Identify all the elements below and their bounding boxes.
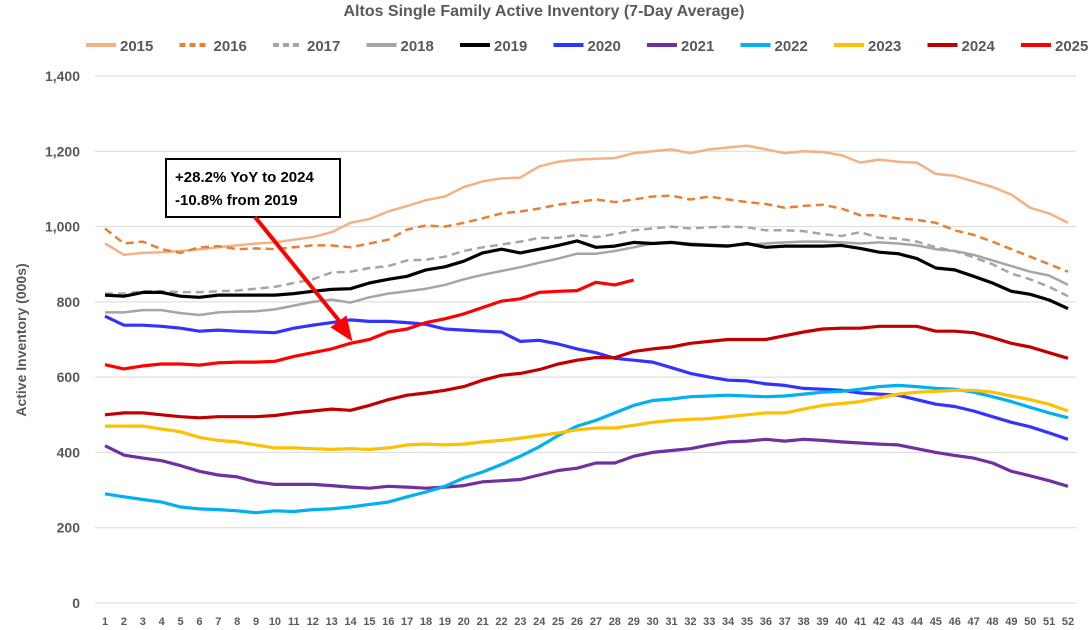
legend: 2015 2016 2017 2018 2019 2020 2021 2022 2023 2024… bbox=[86, 38, 1088, 55]
y-tick-label: 1,200 bbox=[45, 143, 80, 159]
annotation: +28.2% YoY to 2024 -10.8% from 2019 bbox=[165, 158, 353, 342]
legend-label-2018: 2018 bbox=[401, 38, 434, 55]
series-line-2018 bbox=[105, 240, 1069, 317]
series-line-2025 bbox=[104, 278, 635, 371]
series-line-2020 bbox=[104, 314, 1069, 441]
x-tick-label: 28 bbox=[609, 616, 621, 628]
x-tick-label: 51 bbox=[1043, 616, 1055, 628]
x-tick-label: 50 bbox=[1024, 616, 1036, 628]
x-tick-label: 46 bbox=[949, 616, 961, 628]
x-tick-label: 45 bbox=[930, 616, 942, 628]
x-tick-label: 18 bbox=[420, 616, 432, 628]
y-tick-label: 1,000 bbox=[45, 219, 80, 235]
x-tick-label: 36 bbox=[760, 616, 772, 628]
x-tick-label: 24 bbox=[533, 616, 546, 628]
arrow-shaft bbox=[253, 215, 347, 329]
x-tick-label: 13 bbox=[325, 616, 337, 628]
annotation-arrow bbox=[253, 215, 353, 342]
x-tick-label: 5 bbox=[177, 616, 183, 628]
x-tick-label: 10 bbox=[269, 616, 281, 628]
x-tick-label: 44 bbox=[911, 616, 924, 628]
legend-label-2022: 2022 bbox=[775, 38, 808, 55]
x-tick-label: 52 bbox=[1062, 616, 1074, 628]
x-axis: 1 2 3 4 5 6 7 8 9 10 11 12 13 14 15 16 17 18 19 20 21 22 23 24 2… bbox=[102, 616, 1074, 628]
x-tick-label: 4 bbox=[159, 616, 166, 628]
x-tick-label: 9 bbox=[253, 616, 259, 628]
x-tick-label: 42 bbox=[873, 616, 885, 628]
x-tick-label: 21 bbox=[477, 616, 489, 628]
x-tick-label: 37 bbox=[779, 616, 791, 628]
arrow-head bbox=[330, 315, 353, 342]
series-line-2016 bbox=[104, 194, 1069, 273]
x-tick-label: 31 bbox=[665, 616, 677, 628]
x-tick-label: 30 bbox=[646, 616, 658, 628]
x-tick-label: 22 bbox=[495, 616, 507, 628]
x-tick-label: 32 bbox=[684, 616, 696, 628]
x-tick-label: 29 bbox=[628, 616, 640, 628]
x-tick-label: 40 bbox=[835, 616, 847, 628]
x-tick-label: 16 bbox=[382, 616, 394, 628]
x-tick-label: 41 bbox=[854, 616, 866, 628]
legend-label-2021: 2021 bbox=[681, 38, 714, 55]
x-tick-label: 25 bbox=[552, 616, 564, 628]
legend-label-2025: 2025 bbox=[1055, 38, 1088, 55]
x-tick-label: 34 bbox=[722, 616, 735, 628]
x-tick-label: 26 bbox=[571, 616, 583, 628]
x-tick-label: 17 bbox=[401, 616, 413, 628]
gridlines bbox=[95, 75, 1076, 604]
x-tick-label: 48 bbox=[986, 616, 998, 628]
x-tick-label: 38 bbox=[798, 616, 810, 628]
y-tick-label: 400 bbox=[57, 444, 81, 460]
annotation-line-2: -10.8% from 2019 bbox=[175, 192, 298, 209]
x-tick-label: 7 bbox=[215, 616, 221, 628]
x-tick-label: 8 bbox=[234, 616, 240, 628]
annotation-box bbox=[165, 158, 341, 218]
x-tick-label: 3 bbox=[140, 616, 146, 628]
x-tick-label: 27 bbox=[590, 616, 602, 628]
x-tick-label: 39 bbox=[816, 616, 828, 628]
y-tick-label: 800 bbox=[57, 294, 81, 310]
series-line-2017 bbox=[105, 225, 1069, 298]
y-axis: 0 200 400 600 800 1,000 1,200 1,400 bbox=[45, 68, 80, 611]
x-tick-label: 35 bbox=[741, 616, 753, 628]
legend-label-2016: 2016 bbox=[214, 38, 247, 55]
x-tick-label: 20 bbox=[458, 616, 470, 628]
x-tick-label: 14 bbox=[344, 616, 357, 628]
legend-label-2020: 2020 bbox=[588, 38, 621, 55]
y-tick-label: 200 bbox=[57, 520, 81, 536]
x-tick-label: 19 bbox=[439, 616, 451, 628]
series-line-2021 bbox=[104, 437, 1069, 490]
annotation-line-1: +28.2% YoY to 2024 bbox=[175, 169, 314, 186]
x-tick-label: 47 bbox=[967, 616, 979, 628]
x-tick-label: 33 bbox=[703, 616, 715, 628]
x-tick-label: 12 bbox=[307, 616, 319, 628]
legend-label-2019: 2019 bbox=[494, 38, 527, 55]
series-line-2019 bbox=[104, 239, 1069, 311]
series-lines bbox=[104, 144, 1069, 515]
x-tick-label: 15 bbox=[363, 616, 375, 628]
series-line-2022 bbox=[104, 383, 1069, 515]
y-tick-label: 600 bbox=[57, 369, 81, 385]
series-line-2023 bbox=[105, 388, 1069, 451]
x-tick-label: 2 bbox=[121, 616, 127, 628]
x-tick-label: 23 bbox=[514, 616, 526, 628]
y-axis-label: Active Inventory (000s) bbox=[13, 263, 29, 416]
x-tick-label: 49 bbox=[1005, 616, 1017, 628]
x-tick-label: 1 bbox=[102, 616, 108, 628]
legend-label-2017: 2017 bbox=[307, 38, 340, 55]
legend-label-2023: 2023 bbox=[868, 38, 901, 55]
x-tick-label: 43 bbox=[892, 616, 904, 628]
chart-title: Altos Single Family Active Inventory (7-… bbox=[343, 3, 744, 20]
series-line-2024 bbox=[104, 324, 1069, 420]
x-tick-label: 6 bbox=[196, 616, 202, 628]
legend-label-2015: 2015 bbox=[120, 38, 153, 55]
series-line-2015 bbox=[104, 144, 1069, 257]
x-tick-label: 11 bbox=[288, 616, 300, 628]
y-tick-label: 0 bbox=[72, 595, 80, 611]
legend-label-2024: 2024 bbox=[962, 38, 996, 55]
y-tick-label: 1,400 bbox=[45, 68, 80, 84]
